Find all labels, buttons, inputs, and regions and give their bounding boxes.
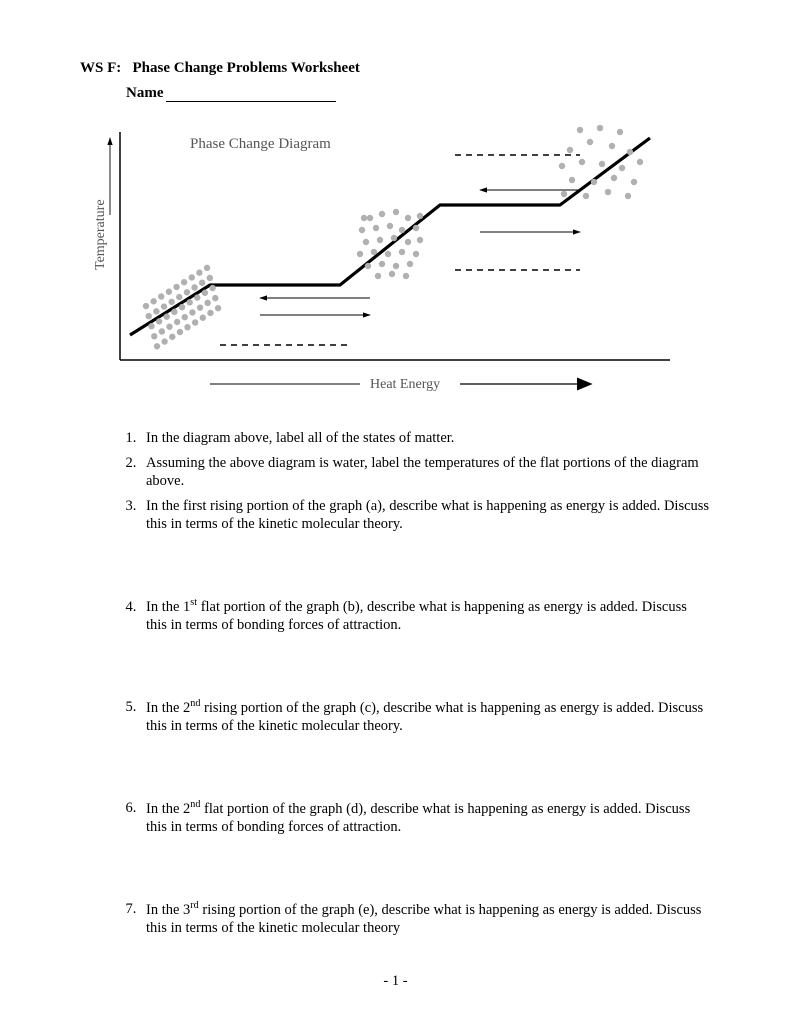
page-number: - 1 - bbox=[0, 973, 791, 990]
question-1: In the diagram above, label all of the s… bbox=[140, 429, 711, 448]
svg-text:Heat Energy: Heat Energy bbox=[370, 377, 440, 392]
ws-label: WS F: bbox=[80, 60, 121, 76]
name-label: Name bbox=[126, 85, 164, 101]
svg-text:Temperature: Temperature bbox=[93, 199, 108, 270]
question-3: In the first rising portion of the graph… bbox=[140, 497, 711, 534]
question-4: In the 1st flat portion of the graph (b)… bbox=[140, 596, 711, 635]
phase-change-diagram: Temperature Heat Energy Phase Change Diagr… bbox=[90, 120, 711, 405]
question-6: In the 2nd flat portion of the graph (d)… bbox=[140, 798, 711, 837]
name-underline bbox=[166, 101, 336, 102]
question-7: In the 3rd rising portion of the graph (… bbox=[140, 899, 711, 938]
question-2: Assuming the above diagram is water, lab… bbox=[140, 454, 711, 491]
svg-text:Phase Change Diagram: Phase Change Diagram bbox=[190, 136, 331, 152]
worksheet-title: Phase Change Problems Worksheet bbox=[133, 60, 360, 76]
name-field-line: Name bbox=[126, 85, 711, 102]
worksheet-header: WS F: Phase Change Problems Worksheet bbox=[80, 60, 711, 77]
question-5: In the 2nd rising portion of the graph (… bbox=[140, 697, 711, 736]
question-list: In the diagram above, label all of the s… bbox=[140, 429, 711, 937]
